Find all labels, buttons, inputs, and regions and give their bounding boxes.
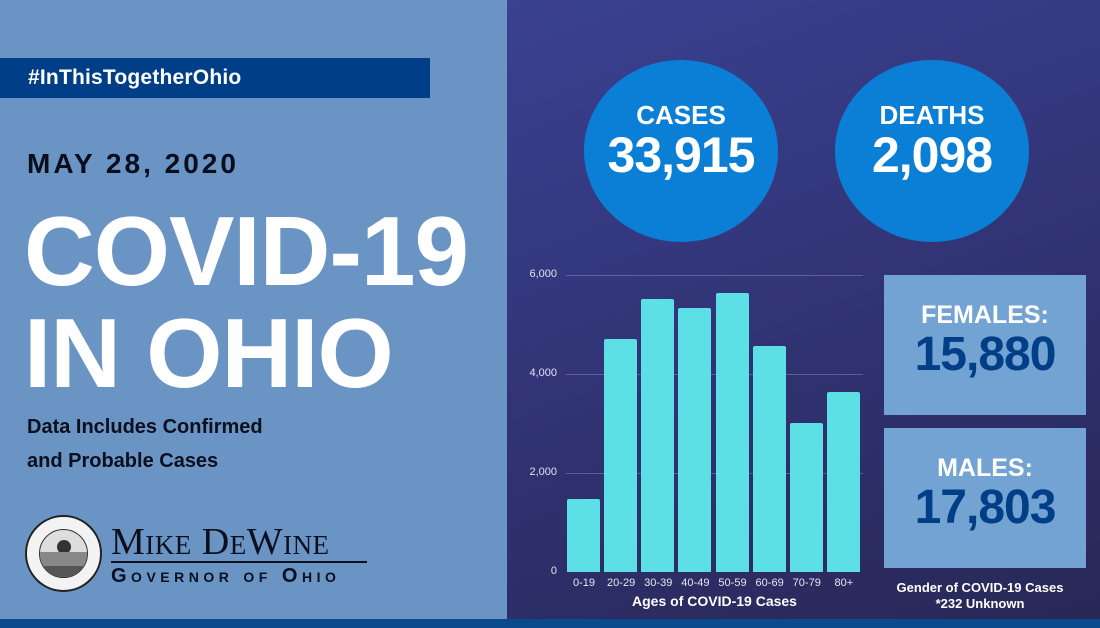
page-title: COVID-19 IN OHIO: [24, 196, 469, 408]
seal-emblem: [39, 529, 88, 578]
deaths-value: 2,098: [871, 127, 993, 183]
gridline: [566, 275, 863, 276]
subtitle-line-2: and Probable Cases: [27, 450, 219, 472]
males-label: MALES:: [937, 454, 1033, 482]
females-stat-box: FEMALES: 15,880: [884, 275, 1086, 415]
deaths-label: DEATHS: [879, 100, 985, 130]
bar-20-29: [604, 338, 638, 572]
governor-seal-icon: [25, 515, 102, 592]
x-tick-label: 30-39: [644, 577, 673, 589]
cases-value: 33,915: [607, 127, 756, 183]
left-panel: [0, 0, 507, 619]
bar-0-19: [567, 499, 600, 572]
bar-40-49: [678, 307, 712, 572]
hashtag-banner: #InThisTogetherOhio: [0, 58, 430, 98]
bar-80+: [826, 391, 860, 572]
report-date: MAY 28, 2020: [27, 148, 239, 179]
gender-caption-title: Gender of COVID-19 Cases: [896, 580, 1064, 595]
y-tick-label: 2,000: [529, 466, 557, 478]
females-label: FEMALES:: [921, 301, 1049, 329]
title-line-1: COVID-19: [24, 196, 469, 306]
y-tick-label: 6,000: [529, 268, 557, 280]
bar-70-79: [789, 422, 823, 572]
title-line-2: IN OHIO: [24, 298, 394, 408]
x-axis-title: Ages of COVID-19 Cases: [632, 593, 797, 609]
y-tick-label: 0: [550, 565, 557, 577]
x-tick-label: 40-49: [681, 577, 710, 589]
governor-divider: [111, 561, 367, 563]
y-tick-label: 4,000: [529, 367, 557, 379]
bottom-bar: [0, 619, 1100, 628]
males-stat-box: MALES: 17,803: [884, 428, 1086, 568]
seal-field: [40, 566, 87, 577]
age-bar-chart: Ages of COVID-19 Cases 0 2,000 4,000 6,000 0…: [510, 260, 870, 620]
subtitle-line-1: Data Includes Confirmed: [27, 416, 263, 438]
cases-label: CASES: [636, 100, 726, 130]
deaths-stat-circle: DEATHS 2,098: [835, 60, 1029, 242]
cases-stat-circle: CASES 33,915: [584, 60, 778, 242]
females-value: 15,880: [914, 328, 1057, 381]
governor-name: Mike DeWine: [111, 521, 330, 563]
bar-60-69: [752, 345, 786, 572]
x-tick-label: 0-19: [572, 577, 596, 589]
seal-land: [40, 552, 87, 566]
seal-sun-icon: [57, 540, 71, 554]
gender-unknown-note: *232 Unknown: [935, 596, 1025, 611]
males-value: 17,803: [914, 481, 1057, 534]
x-tick-label: 80+: [834, 577, 854, 589]
x-tick-label: 20-29: [607, 577, 636, 589]
subtitle: Data Includes Confirmed and Probable Cas…: [27, 410, 263, 478]
gender-caption: Gender of COVID-19 Cases *232 Unknown: [872, 580, 1088, 612]
governor-role: Governor of Ohio: [111, 565, 341, 587]
gridline: [566, 473, 863, 474]
x-tick-label: 70-79: [792, 577, 821, 589]
gridline: [566, 374, 863, 375]
bar-30-39: [641, 299, 675, 572]
x-tick-label: 50-59: [718, 577, 747, 589]
x-tick-label: 60-69: [755, 577, 784, 589]
bar-50-59: [715, 293, 749, 572]
